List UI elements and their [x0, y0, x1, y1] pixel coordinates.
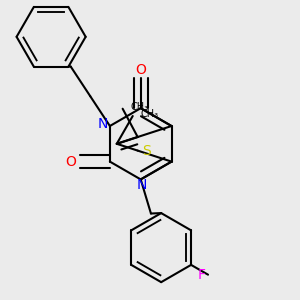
Text: O: O	[135, 63, 146, 77]
Text: S: S	[142, 144, 151, 158]
Text: N: N	[137, 178, 147, 192]
Text: N: N	[98, 118, 108, 131]
Text: CH₃: CH₃	[130, 102, 148, 112]
Text: F: F	[197, 268, 205, 282]
Text: O: O	[65, 154, 76, 169]
Text: CH₃: CH₃	[140, 110, 159, 119]
